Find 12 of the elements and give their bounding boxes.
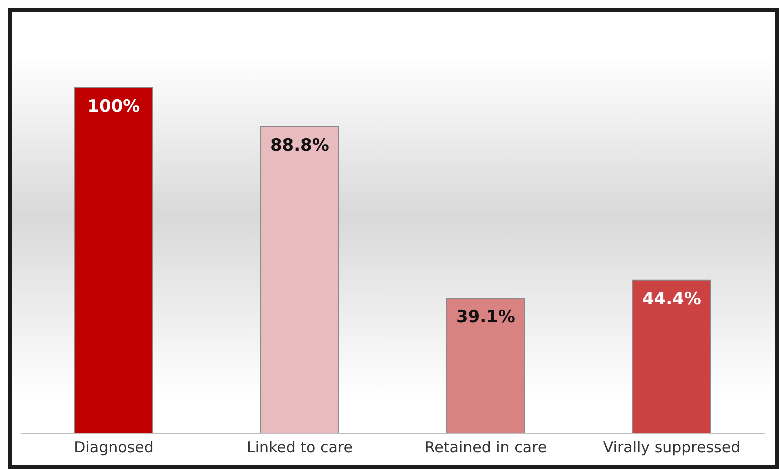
data-label: 44.4% <box>642 289 702 310</box>
data-label: 100% <box>88 97 140 117</box>
x-tick-label: Diagnosed <box>74 438 154 457</box>
x-tick-label: Linked to care <box>246 438 354 457</box>
data-label: 88.8% <box>270 136 330 156</box>
bar <box>74 88 154 434</box>
x-tick-label: Retained in care <box>424 438 548 457</box>
bar <box>632 280 712 434</box>
bar <box>260 126 340 434</box>
x-tick-label: Virally suppressed <box>603 438 741 457</box>
data-label: 39.1% <box>456 308 516 328</box>
bar <box>446 298 526 434</box>
